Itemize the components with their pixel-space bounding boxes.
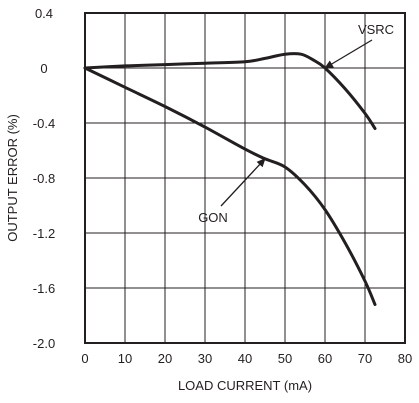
y-tick-label: -0.8: [33, 171, 55, 186]
y-tick-label: -0.4: [33, 116, 55, 131]
x-tick-label: 40: [238, 351, 252, 366]
annotation-arrow-gon: [220, 158, 266, 207]
x-tick-label: 0: [81, 351, 88, 366]
x-tick-labels: 0 10 20 30 40 50 60 70 80: [81, 351, 412, 366]
x-tick-label: 60: [318, 351, 332, 366]
y-tick-label: -2.0: [33, 336, 55, 351]
series-lines: [83, 52, 377, 306]
y-tick-labels: 0.4 0 -0.4 -0.8 -1.2 -1.6 -2.0: [33, 6, 55, 351]
y-axis-title: OUTPUT ERROR (%): [5, 114, 20, 242]
annotations: VSRC GON: [198, 22, 394, 225]
x-tick-label: 50: [278, 351, 292, 366]
plot-frame: [84, 12, 406, 344]
y-tick-label: -1.2: [33, 226, 55, 241]
x-tick-label: 20: [158, 351, 172, 366]
series-line-vsrc: [83, 52, 377, 130]
x-tick-label: 10: [118, 351, 132, 366]
series-line-gon: [83, 66, 377, 306]
x-tick-label: 70: [358, 351, 372, 366]
y-tick-label: 0: [40, 61, 47, 76]
annotation-arrow-vsrc: [324, 39, 373, 69]
x-tick-label: 80: [398, 351, 412, 366]
x-axis-title: LOAD CURRENT (mA): [178, 378, 312, 393]
y-tick-label: -1.6: [33, 281, 55, 296]
x-tick-label: 30: [198, 351, 212, 366]
annotation-label-gon: GON: [198, 210, 228, 225]
annotation-label-vsrc: VSRC: [358, 22, 394, 37]
y-tick-label: 0.4: [35, 6, 53, 21]
